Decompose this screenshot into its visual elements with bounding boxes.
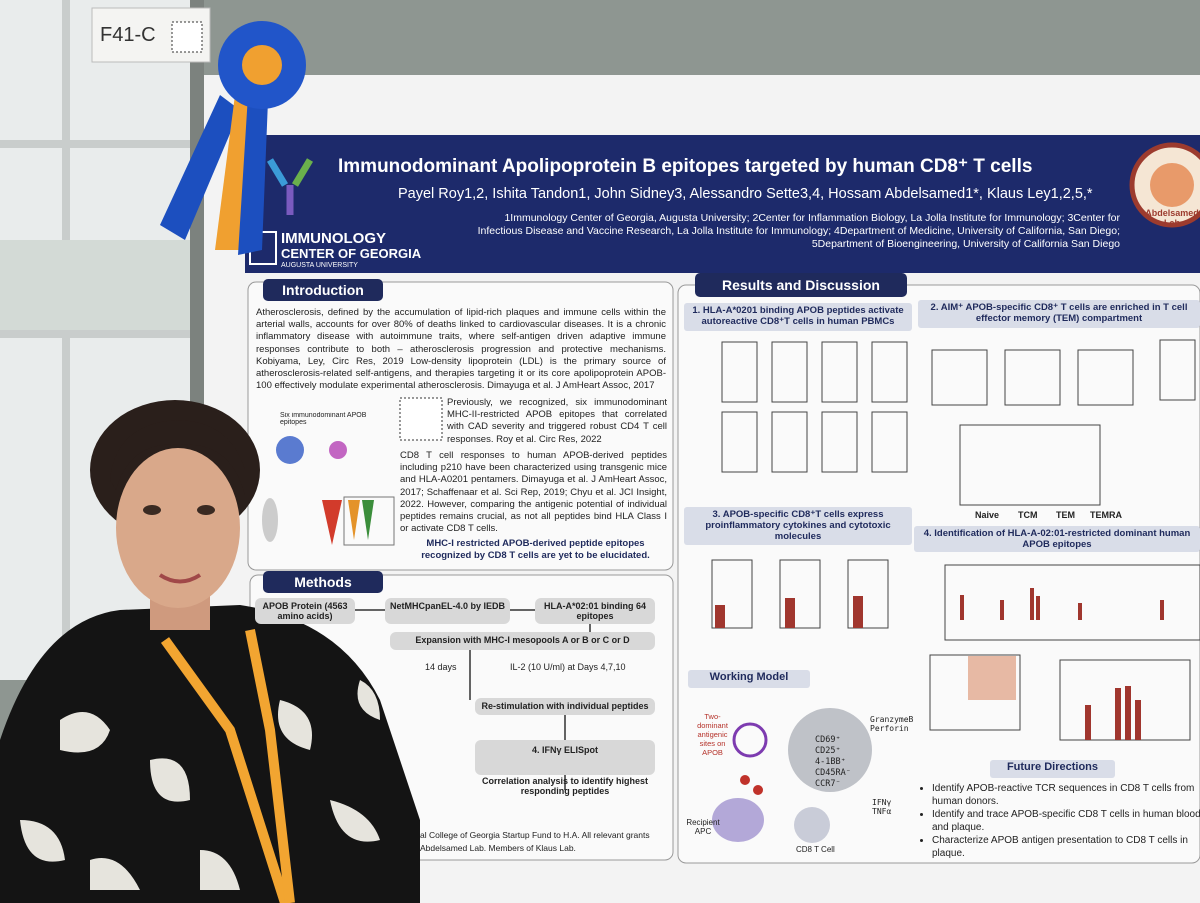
methods-arrows bbox=[355, 609, 591, 790]
intro-conclusion: MHC-I restricted APOB-derived peptide ep… bbox=[421, 538, 650, 561]
board-label: F41-C bbox=[100, 24, 156, 46]
method-step: NetMHCpanEL-4.0 by IEDB bbox=[385, 598, 510, 624]
lab-seal-text: Abdelsamed Lab bbox=[1145, 208, 1199, 228]
intro-paragraph: Atherosclerosis, defined by the accumula… bbox=[256, 307, 666, 392]
model-label: Recipient APC bbox=[686, 818, 720, 836]
model-label: IFNγ TNFα bbox=[872, 798, 892, 816]
future-item: Identify APOB-reactive TCR sequences in … bbox=[932, 782, 1200, 808]
future-item: Characterize APOB antigen presentation t… bbox=[932, 834, 1200, 860]
intro-paragraph: CD8 T cell responses to human APOB-deriv… bbox=[400, 450, 667, 535]
method-step: 4. IFNγ ELISpot bbox=[475, 740, 655, 775]
acknowledgment: al College of Georgia Startup Fund to H.… bbox=[420, 830, 650, 840]
window-frame bbox=[0, 140, 200, 148]
panel-heading: 2. AIM⁺ APOB-specific CD8⁺ T cells are e… bbox=[918, 300, 1200, 328]
subset-label: TCM bbox=[1018, 510, 1038, 520]
window-view bbox=[0, 240, 200, 330]
poster-header bbox=[245, 135, 1200, 273]
section-heading: Methods bbox=[263, 571, 383, 593]
poster-affiliations: 1Immunology Center of Georgia, Augusta U… bbox=[477, 212, 1120, 250]
method-note: 14 days bbox=[425, 662, 457, 672]
intro-paragraph: Previously, we recognized, six immunodom… bbox=[447, 397, 667, 445]
working-model-figure bbox=[712, 708, 872, 843]
method-step: Expansion with MHC-I mesopools A or B or… bbox=[390, 632, 655, 650]
result-charts bbox=[711, 339, 1200, 741]
window-frame bbox=[0, 330, 200, 338]
future-list: Identify APOB-reactive TCR sequences in … bbox=[918, 782, 1200, 860]
future-item: Identify and trace APOB-specific CD8 T c… bbox=[932, 808, 1200, 834]
method-step: Correlation analysis to identify highest… bbox=[481, 776, 649, 796]
panel-heading: 4. Identification of HLA-A-02:01-restric… bbox=[914, 526, 1200, 552]
figure-label: Six immunodominant APOB epitopes bbox=[280, 412, 367, 426]
method-step: Re-stimulation with individual peptides bbox=[475, 698, 655, 715]
person bbox=[0, 400, 420, 903]
method-step: APOB Protein (4563 amino acids) bbox=[255, 598, 355, 624]
method-note: IL-2 (10 U/ml) at Days 4,7,10 bbox=[510, 662, 626, 672]
model-label: CD69⁺ CD25⁺ 4-1BB⁺ CD45RA⁻ CCR7⁻ bbox=[815, 735, 851, 789]
method-step: HLA-A*02:01 binding 64 epitopes bbox=[535, 598, 655, 624]
section-heading: Results and Discussion bbox=[695, 273, 907, 297]
model-label: Two-dominant antigenic sites on APOB bbox=[697, 712, 728, 757]
subset-label: Naive bbox=[975, 510, 1000, 520]
subset-label: TEM bbox=[1056, 510, 1075, 520]
acknowledgment: Abdelsamed Lab. Members of Klaus Lab. bbox=[420, 843, 576, 853]
qr-code bbox=[171, 21, 203, 53]
results-box bbox=[677, 284, 1200, 864]
logo-line: CENTER OF GEORGIA bbox=[281, 246, 422, 261]
poster-title: Immunodominant Apolipoprotein B epitopes… bbox=[338, 156, 1033, 177]
subset-label: TEMRA bbox=[1090, 510, 1122, 520]
panel-heading: Future Directions bbox=[990, 760, 1115, 778]
logo-line: IMMUNOLOGY bbox=[281, 230, 386, 247]
model-label: CD8 T Cell bbox=[796, 845, 835, 854]
panel-heading: 1. HLA-A*0201 binding APOB peptides acti… bbox=[684, 303, 912, 331]
model-label: GranzymeB Perforin bbox=[870, 715, 914, 733]
scatter-highlight bbox=[968, 656, 1016, 700]
logo-icon bbox=[249, 158, 314, 265]
panel-heading: 3. APOB-specific CD8⁺T cells express pro… bbox=[684, 507, 912, 545]
introduction-box bbox=[247, 281, 674, 571]
section-heading: Introduction bbox=[263, 279, 383, 301]
result-bars bbox=[715, 588, 1164, 740]
logo-line: AUGUSTA UNIVERSITY bbox=[281, 262, 358, 269]
poster-authors: Payel Roy1,2, Ishita Tandon1, John Sidne… bbox=[398, 186, 1093, 202]
award-ribbon bbox=[160, 21, 306, 255]
window-frame bbox=[62, 0, 70, 680]
panel-heading: Working Model bbox=[688, 670, 810, 688]
lab-seal-face bbox=[1150, 163, 1194, 207]
intro-figure bbox=[262, 397, 443, 546]
